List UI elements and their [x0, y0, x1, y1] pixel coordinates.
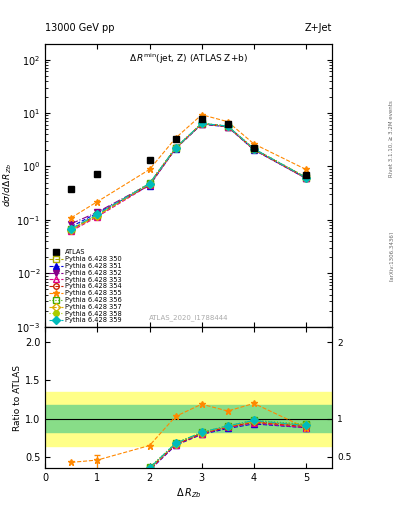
ATLAS — [95, 171, 100, 177]
Bar — [45, 392, 332, 445]
Text: [arXiv:1306.3436]: [arXiv:1306.3436] — [389, 231, 393, 281]
ATLAS — [147, 157, 152, 163]
Legend: ATLAS, Pythia 6.428 350, Pythia 6.428 351, Pythia 6.428 352, Pythia 6.428 353, P: ATLAS, Pythia 6.428 350, Pythia 6.428 35… — [47, 248, 123, 325]
Text: 13000 GeV pp: 13000 GeV pp — [45, 23, 115, 33]
Bar — [45, 405, 332, 433]
Text: Z+Jet: Z+Jet — [305, 23, 332, 33]
X-axis label: $\Delta\,R_{Zb}$: $\Delta\,R_{Zb}$ — [176, 486, 202, 500]
ATLAS — [226, 121, 230, 127]
Y-axis label: Ratio to ATLAS: Ratio to ATLAS — [13, 365, 22, 431]
ATLAS — [304, 173, 309, 179]
ATLAS — [252, 145, 256, 151]
Y-axis label: $d\sigma/d\Delta\,R_{Zb}$: $d\sigma/d\Delta\,R_{Zb}$ — [1, 163, 14, 207]
Text: ATLAS_2020_I1788444: ATLAS_2020_I1788444 — [149, 314, 228, 321]
ATLAS — [173, 136, 178, 142]
Line: ATLAS: ATLAS — [68, 116, 309, 192]
Text: Rivet 3.1.10, ≥ 3.2M events: Rivet 3.1.10, ≥ 3.2M events — [389, 100, 393, 177]
ATLAS — [69, 186, 73, 192]
ATLAS — [199, 116, 204, 122]
Text: $\Delta\,R^{\mathrm{min}}$(jet, Z) (ATLAS Z+b): $\Delta\,R^{\mathrm{min}}$(jet, Z) (ATLA… — [129, 52, 248, 67]
